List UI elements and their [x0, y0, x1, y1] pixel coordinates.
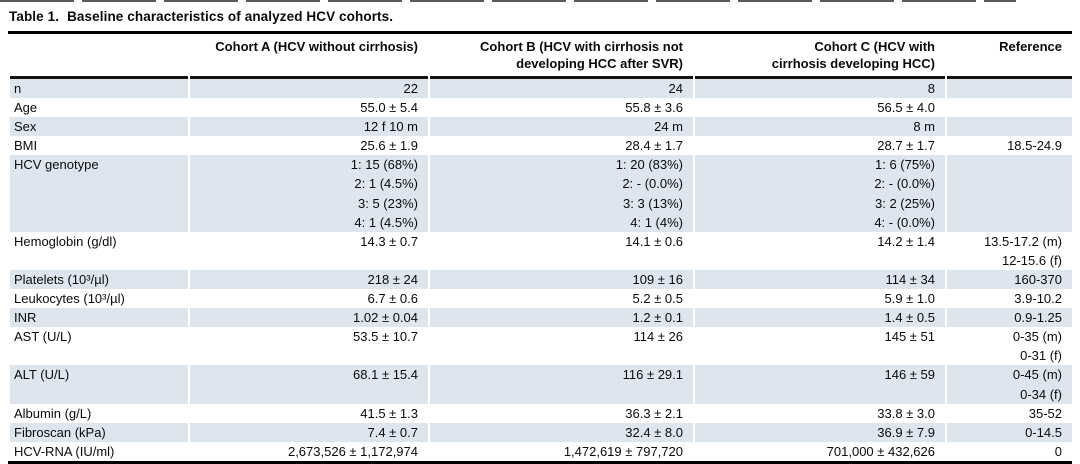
table-frame: Cohort A (HCV without cirrhosis) Cohort …: [8, 31, 1072, 464]
cell-cohort-b: 114 ± 26: [633, 329, 683, 345]
cell-row-label: Sex: [10, 117, 188, 137]
cell-row-label: Platelets (10³/µl): [10, 269, 188, 290]
cell-reference: 0-35 (m) 0-31 (f): [1012, 329, 1062, 364]
cell-row-label: Hemoglobin (g/dl): [14, 233, 117, 249]
cell-reference: 0: [1054, 443, 1062, 459]
cell-cohort-c: 33.8 ± 3.0: [877, 405, 935, 421]
table-row: Platelets (10³/µl) 218 ± 24 109 ± 16 114…: [10, 269, 1072, 290]
cell-cohort-a: 2,673,526 ± 1,172,974: [287, 443, 418, 459]
cell-cohort-b: 24 m: [430, 117, 693, 137]
table-caption-text: Baseline characteristics of analyzed HCV…: [67, 9, 394, 24]
cell-cohort-a: 12 f 10 m: [190, 117, 428, 137]
cell-reference: [947, 98, 1072, 117]
column-header-reference: Reference: [947, 34, 1072, 79]
table-row: Age 55.0 ± 5.4 55.8 ± 3.6 56.5 ± 4.0: [10, 98, 1072, 117]
cell-row-label: Leukocytes (10³/µl): [14, 291, 125, 307]
cell-cohort-c: 1.4 ± 0.5: [695, 308, 945, 328]
cell-reference: [947, 117, 1072, 137]
column-header-rowlabel: [10, 34, 188, 79]
table-row: n 22 24 8: [10, 79, 1072, 99]
cell-cohort-a: 218 ± 24: [190, 269, 428, 290]
cell-cohort-c: 8 m: [695, 117, 945, 137]
cell-row-label: BMI: [14, 138, 38, 154]
cell-cohort-a: 14.3 ± 0.7: [360, 233, 418, 249]
table-row: Sex 12 f 10 m 24 m 8 m: [10, 117, 1072, 137]
cell-cohort-b: 1,472,619 ± 797,720: [563, 443, 683, 459]
cell-cohort-a: 41.5 ± 1.3: [360, 405, 418, 421]
cell-cohort-a: 6.7 ± 0.6: [367, 291, 418, 307]
cell-cohort-a: 55.0 ± 5.4: [360, 100, 418, 116]
table-body: n 22 24 8 Age 55.0 ± 5.4 55.8 ± 3.6 56.5…: [10, 79, 1072, 461]
table-row: Albumin (g/L) 41.5 ± 1.3 36.3 ± 2.1 33.8…: [10, 404, 1072, 423]
table-row: ALT (U/L) 68.1 ± 15.4 116 ± 29.1 146 ± 5…: [10, 365, 1072, 404]
table-number: Table 1.: [9, 9, 60, 24]
cell-cohort-b: 14.1 ± 0.6: [625, 233, 683, 249]
cropped-edge-artifact: [0, 0, 1016, 2]
table-row: INR 1.02 ± 0.04 1.2 ± 0.1 1.4 ± 0.5 0.9-…: [10, 308, 1072, 328]
cell-cohort-b: 55.8 ± 3.6: [625, 100, 683, 116]
cell-cohort-b: 109 ± 16: [430, 269, 693, 290]
cell-row-label: HCV genotype: [10, 155, 188, 232]
table-row: Hemoglobin (g/dl) 14.3 ± 0.7 14.1 ± 0.6 …: [10, 232, 1072, 270]
cell-row-label: Fibroscan (kPa): [10, 422, 188, 442]
cell-row-label: AST (U/L): [14, 329, 72, 345]
cell-cohort-c: 56.5 ± 4.0: [877, 100, 935, 116]
cell-cohort-c: 5.9 ± 1.0: [884, 291, 935, 307]
cell-cohort-c: 145 ± 51: [884, 329, 935, 345]
cell-cohort-b: 28.4 ± 1.7: [625, 138, 683, 154]
table-row: BMI 25.6 ± 1.9 28.4 ± 1.7 28.7 ± 1.7 18.…: [10, 136, 1072, 155]
column-header-cohort-c: Cohort C (HCV with cirrhosis developing …: [695, 34, 945, 79]
cell-reference: 13.5-17.2 (m) 12-15.6 (f): [983, 233, 1062, 268]
cell-reference: [947, 155, 1072, 232]
cell-cohort-a: 68.1 ± 15.4: [190, 365, 428, 404]
cell-row-label: ALT (U/L): [10, 365, 188, 404]
cell-reference: 0-45 (m) 0-34 (f): [947, 365, 1072, 404]
cell-reference: 0-14.5: [947, 422, 1072, 442]
cell-cohort-a: 1: 15 (68%) 2: 1 (4.5%) 3: 5 (23%) 4: 1 …: [190, 155, 428, 232]
cell-cohort-c: 1: 6 (75%) 2: - (0.0%) 3: 2 (25%) 4: - (…: [695, 155, 945, 232]
cell-cohort-c: 114 ± 34: [695, 269, 945, 290]
cell-cohort-c: 14.2 ± 1.4: [877, 233, 935, 249]
table-row: HCV genotype 1: 15 (68%) 2: 1 (4.5%) 3: …: [10, 155, 1072, 232]
table-row: Fibroscan (kPa) 7.4 ± 0.7 32.4 ± 8.0 36.…: [10, 422, 1072, 442]
cell-reference: 0.9-1.25: [947, 308, 1072, 328]
cell-cohort-c: 701,000 ± 432,626: [826, 443, 935, 459]
cell-cohort-c: 36.9 ± 7.9: [695, 422, 945, 442]
cell-cohort-a: 1.02 ± 0.04: [190, 308, 428, 328]
table-caption: Table 1. Baseline characteristics of anal…: [9, 8, 1072, 26]
cell-cohort-b: 5.2 ± 0.5: [632, 291, 683, 307]
cell-cohort-c: 8: [695, 79, 945, 99]
cell-cohort-b: 1.2 ± 0.1: [430, 308, 693, 328]
table-row: Leukocytes (10³/µl) 6.7 ± 0.6 5.2 ± 0.5 …: [10, 289, 1072, 308]
cell-cohort-a: 22: [190, 79, 428, 99]
cell-row-label: Age: [14, 100, 38, 116]
cell-cohort-c: 146 ± 59: [695, 365, 945, 404]
cell-reference: 35-52: [1028, 405, 1062, 421]
cell-reference: 18.5-24.9: [1007, 138, 1062, 154]
cell-cohort-a: 7.4 ± 0.7: [190, 422, 428, 442]
cell-cohort-b: 24: [430, 79, 693, 99]
column-header-cohort-b: Cohort B (HCV with cirrhosis not develop…: [430, 34, 693, 79]
cell-cohort-b: 36.3 ± 2.1: [625, 405, 683, 421]
cell-cohort-b: 32.4 ± 8.0: [430, 422, 693, 442]
cell-reference: 3.9-10.2: [1014, 291, 1062, 307]
column-header-cohort-a: Cohort A (HCV without cirrhosis): [190, 34, 428, 79]
cell-row-label: HCV-RNA (IU/ml): [14, 443, 115, 459]
cell-cohort-a: 53.5 ± 10.7: [353, 329, 418, 345]
cell-row-label: INR: [10, 308, 188, 328]
cell-cohort-c: 28.7 ± 1.7: [877, 138, 935, 154]
cell-reference: [947, 79, 1072, 99]
cell-cohort-b: 1: 20 (83%) 2: - (0.0%) 3: 3 (13%) 4: 1 …: [430, 155, 693, 232]
cell-cohort-b: 116 ± 29.1: [430, 365, 693, 404]
table-header-row: Cohort A (HCV without cirrhosis) Cohort …: [10, 34, 1072, 79]
cell-row-label: n: [10, 79, 188, 99]
cell-reference: 160-370: [947, 269, 1072, 290]
table-row: AST (U/L) 53.5 ± 10.7 114 ± 26 145 ± 51 …: [10, 327, 1072, 365]
cell-row-label: Albumin (g/L): [14, 405, 92, 421]
cell-cohort-a: 25.6 ± 1.9: [360, 138, 418, 154]
baseline-characteristics-table: Cohort A (HCV without cirrhosis) Cohort …: [8, 34, 1074, 461]
table-row: HCV-RNA (IU/ml) 2,673,526 ± 1,172,974 1,…: [10, 442, 1072, 461]
